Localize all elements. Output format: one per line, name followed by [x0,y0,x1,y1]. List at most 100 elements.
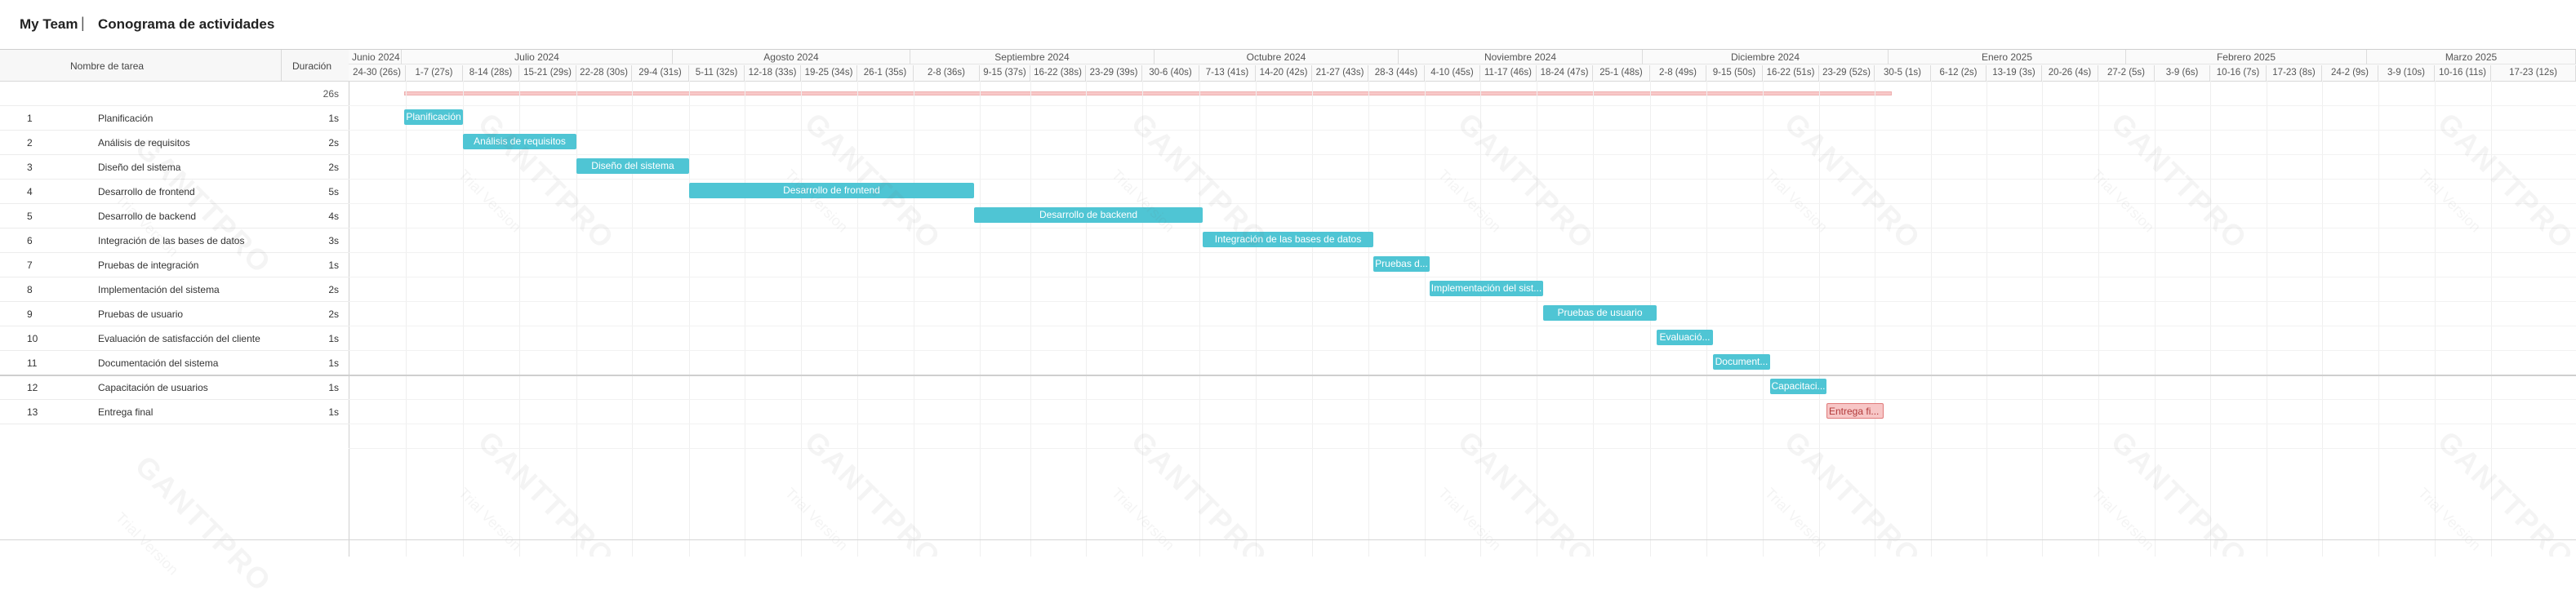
week-gridline [1312,81,1313,557]
month-header: Junio 2024 [349,50,402,64]
task-duration[interactable]: 1s [328,382,339,393]
task-duration[interactable]: 2s [328,162,339,173]
task-bar[interactable]: Análisis de requisitos [463,134,576,149]
week-header: 2-8 (49s) [1650,65,1706,81]
week-header: 13-19 (3s) [1987,65,2042,81]
task-name[interactable]: Diseño del sistema [98,162,181,173]
task-row[interactable]: 11 Documentación del sistema 1s [0,350,349,375]
task-row[interactable]: 8 Implementación del sistema 2s [0,277,349,302]
task-row[interactable]: 1 Planificación 1s [0,105,349,131]
row-gridline [349,154,2576,155]
task-row[interactable]: 13 Entrega final 1s [0,399,349,424]
task-name[interactable]: Integración de las bases de datos [98,235,245,246]
task-row[interactable]: 3 Diseño del sistema 2s [0,154,349,180]
task-bar[interactable]: Planificación [404,109,463,125]
project-summary-bar[interactable] [404,91,1892,95]
task-row[interactable]: 6 Integración de las bases de datos 3s [0,228,349,253]
week-gridline [1086,81,1087,557]
watermark-logo: GANTTPRO [128,449,278,599]
watermark-logo: GANTTPRO [1777,106,1928,256]
task-bar[interactable]: Pruebas de usuario [1543,305,1657,321]
month-header: Marzo 2025 [2367,50,2576,64]
week-header: 2-8 (36s) [914,65,980,81]
month-header: Septiembre 2024 [910,50,1155,64]
watermark-logo: GANTTPRO [798,106,948,256]
month-header: Agosto 2024 [673,50,910,64]
task-bar[interactable]: Pruebas d... [1373,256,1430,272]
duration-column-header[interactable]: Duración [292,60,332,72]
task-name-column-header[interactable]: Nombre de tarea [70,60,145,72]
week-header: 8-14 (28s) [463,65,519,81]
task-row[interactable]: 2 Análisis de requisitos 2s [0,130,349,155]
week-gridline [1931,81,1932,557]
week-header: 16-22 (38s) [1030,65,1086,81]
task-name[interactable]: Documentación del sistema [98,357,219,369]
week-header: 21-27 (43s) [1312,65,1368,81]
task-name[interactable]: Capacitación de usuarios [98,382,208,393]
task-bar[interactable]: Desarrollo de backend [974,207,1203,223]
task-duration[interactable]: 5s [328,186,339,197]
week-gridline [1480,81,1481,557]
task-name[interactable]: Evaluación de satisfacción del cliente [98,333,260,344]
task-duration[interactable]: 1s [328,260,339,271]
task-name[interactable]: Planificación [98,113,153,124]
task-name[interactable]: Desarrollo de frontend [98,186,195,197]
task-duration[interactable]: 3s [328,235,339,246]
week-gridline [632,81,633,557]
task-row[interactable]: 5 Desarrollo de backend 4s [0,203,349,229]
timeline-panel[interactable]: Junio 2024 Julio 2024 Agosto 2024 Septiembr… [349,50,2576,557]
task-number: 13 [27,406,38,418]
week-gridline [2042,81,2043,557]
week-header: 12-18 (33s) [745,65,801,81]
watermark-subtitle: Trial Version [1761,166,1831,236]
task-duration[interactable]: 1s [328,357,339,369]
task-duration[interactable]: 1s [328,113,339,124]
task-number: 5 [27,211,33,222]
task-row[interactable]: 7 Pruebas de integración 1s [0,252,349,277]
week-gridline [2435,81,2436,557]
task-name[interactable]: Análisis de requisitos [98,137,190,149]
task-duration[interactable]: 2s [328,137,339,149]
task-duration[interactable]: 2s [328,308,339,320]
week-header: 17-23 (12s) [2491,65,2576,81]
team-name[interactable]: My Team [20,16,78,32]
week-gridline [406,81,407,557]
task-number: 3 [27,162,33,173]
task-row[interactable]: 10 Evaluación de satisfacción del cliente… [0,326,349,351]
task-bar[interactable]: Document... [1713,354,1770,370]
project-title[interactable]: Conograma de actividades [98,16,275,32]
task-bar[interactable]: Diseño del sistema [576,158,689,174]
task-name[interactable]: Desarrollo de backend [98,211,197,222]
task-name[interactable]: Pruebas de usuario [98,308,184,320]
week-header: 24-30 (26s) [349,65,406,81]
week-gridline [2098,81,2099,557]
week-header: 19-25 (34s) [801,65,857,81]
project-summary-row[interactable]: 26s [0,81,349,106]
task-bar[interactable]: Capacitaci... [1770,379,1826,394]
task-duration[interactable]: 4s [328,211,339,222]
task-bar[interactable]: Integración de las bases de datos [1203,232,1373,247]
week-header: 5-11 (32s) [689,65,745,81]
task-bar[interactable]: Evaluació... [1657,330,1713,345]
week-gridline [1763,81,1764,557]
month-header: Febrero 2025 [2126,50,2367,64]
task-name[interactable]: Implementación del sistema [98,284,220,295]
task-name[interactable]: Pruebas de integración [98,260,199,271]
task-row[interactable]: 9 Pruebas de usuario 2s [0,301,349,326]
task-row[interactable]: 12 Capacitación de usuarios 1s [0,375,349,400]
week-header: 3-9 (6s) [2155,65,2210,81]
week-header: 26-1 (35s) [857,65,914,81]
task-bar[interactable]: Desarrollo de frontend [689,183,974,198]
task-name[interactable]: Entrega final [98,406,153,418]
week-header: 23-29 (52s) [1819,65,1875,81]
summary-duration: 26s [323,88,339,100]
month-header: Julio 2024 [402,50,673,64]
footer-divider [0,539,2576,540]
task-row[interactable]: 4 Desarrollo de frontend 5s [0,179,349,204]
task-bar[interactable]: Implementación del sist... [1430,281,1543,296]
week-header: 10-16 (11s) [2435,65,2491,81]
task-duration[interactable]: 1s [328,333,339,344]
task-bar[interactable]: Entrega fi... [1826,403,1884,419]
task-duration[interactable]: 2s [328,284,339,295]
task-duration[interactable]: 1s [328,406,339,418]
